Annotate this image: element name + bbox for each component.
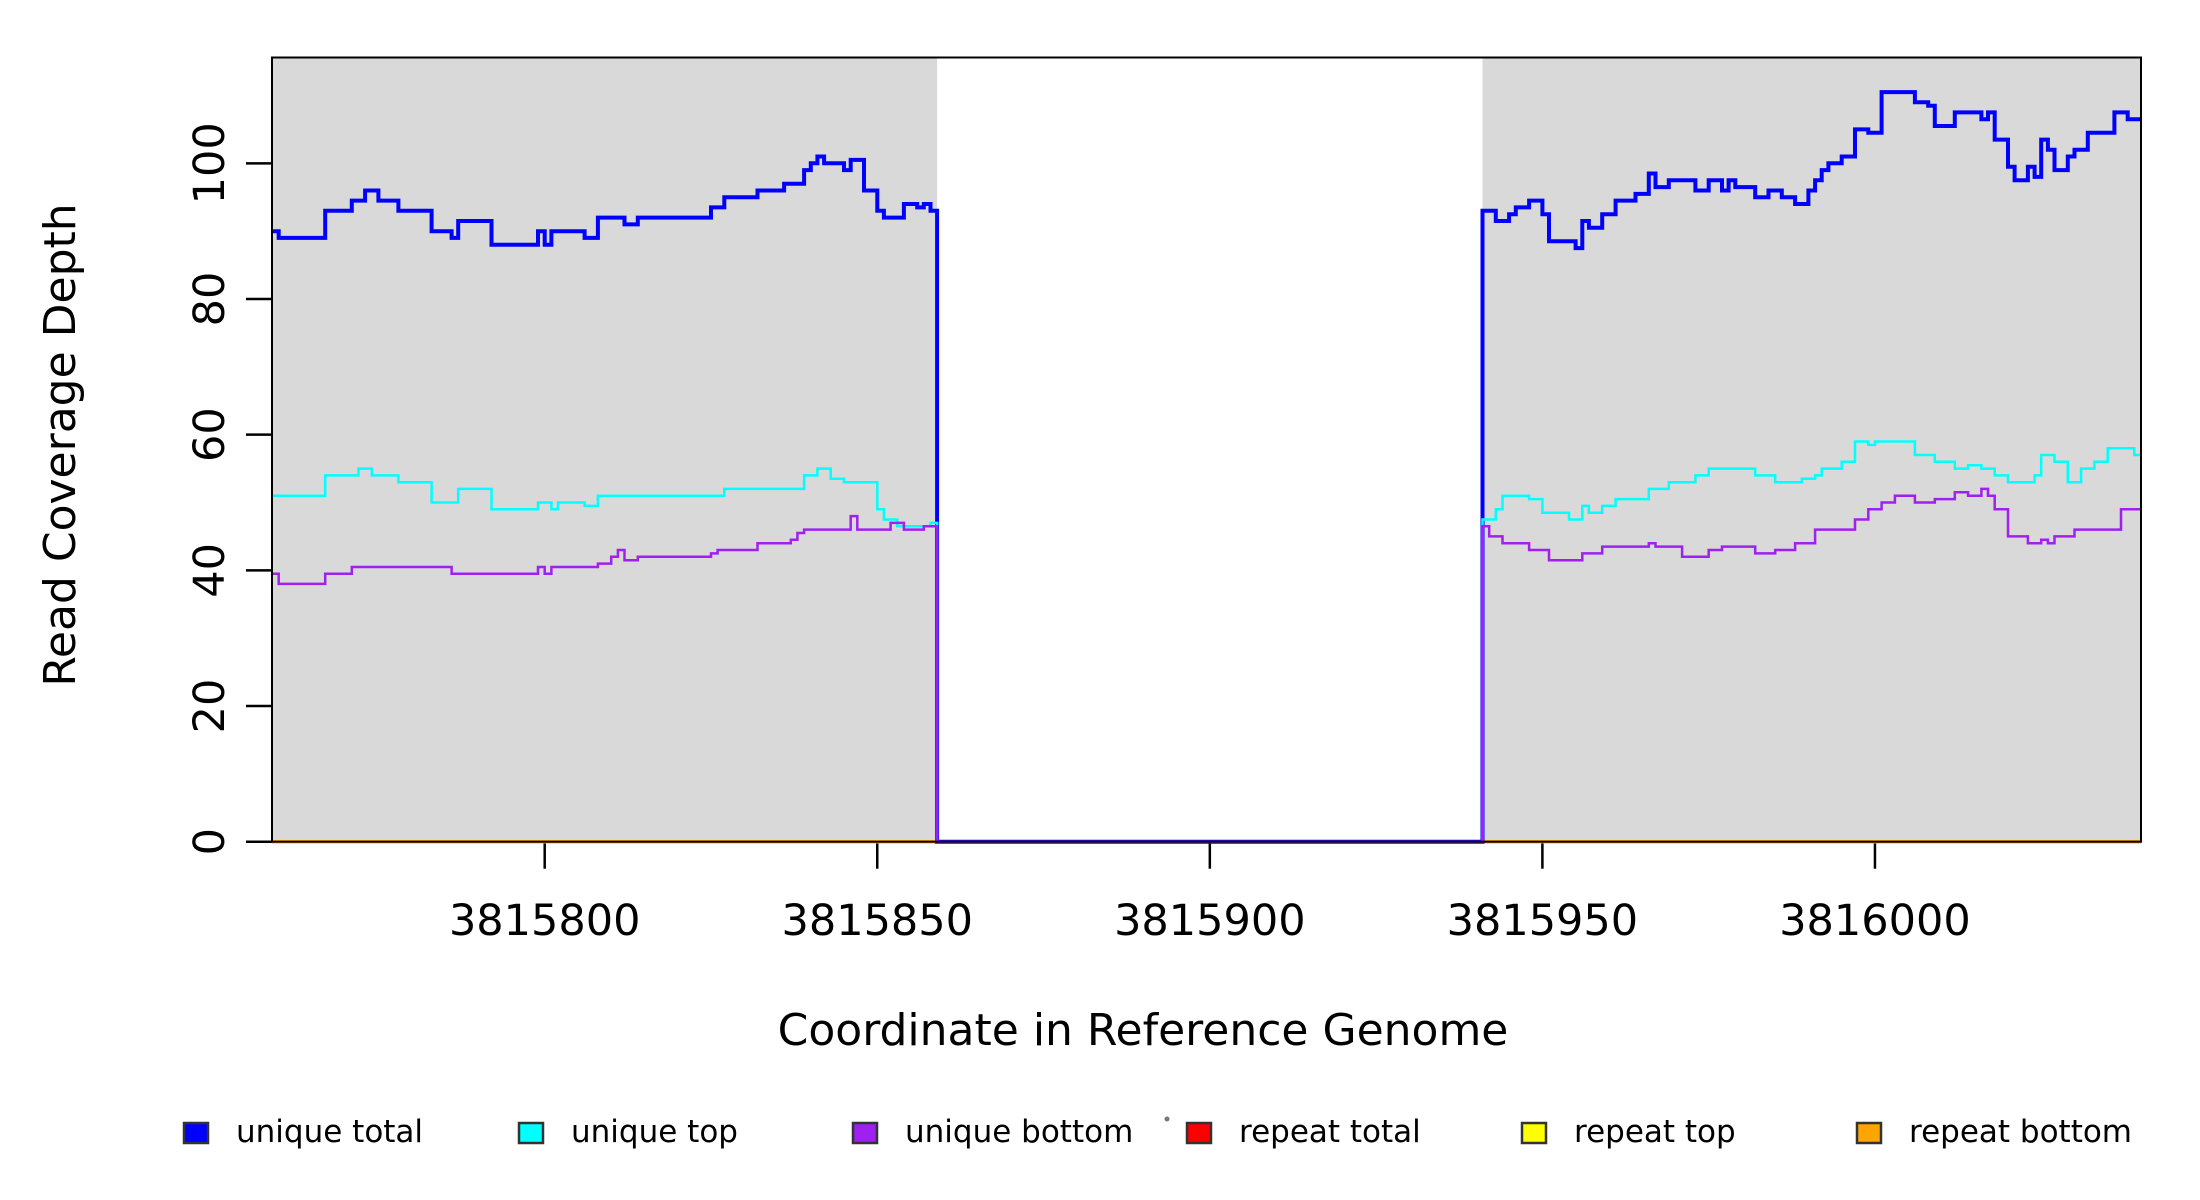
shaded-region <box>1482 57 2141 842</box>
legend-swatch-repeat-bottom <box>1855 1121 1883 1145</box>
series-unique-bottom <box>272 487 2141 843</box>
y-tick-label: 100 <box>185 122 235 204</box>
x-tick-label: 3816000 <box>1779 896 1971 946</box>
plot-border <box>271 56 2142 843</box>
legend-swatch-repeat-top <box>1520 1121 1548 1145</box>
x-tick-label: 3815800 <box>449 896 641 946</box>
legend-label-unique-total: unique total <box>236 1114 423 1150</box>
legend: unique total unique top unique bottom repea… <box>182 1114 2132 1150</box>
series-unique-total <box>272 90 2141 844</box>
y-axis-title: Read Coverage Depth <box>35 203 86 686</box>
series-unique-top <box>272 440 2141 843</box>
legend-label-unique-top: unique top <box>571 1114 738 1150</box>
shaded-regions <box>272 57 2141 842</box>
legend-label-repeat-bottom: repeat bottom <box>1909 1114 2132 1150</box>
y-tick-label: 40 <box>185 543 235 598</box>
legend-swatch-unique-top <box>517 1121 545 1145</box>
x-tick-label: 3815850 <box>782 896 974 946</box>
legend-swatch-unique-total <box>182 1121 210 1145</box>
x-tick-label: 3815900 <box>1114 896 1306 946</box>
legend-label-unique-bottom: unique bottom <box>905 1114 1133 1150</box>
axes: 3815800 3815850 3815900 3815950 3816000 0 20 40… <box>185 122 1971 946</box>
x-axis-title: Coordinate in Reference Genome <box>778 1005 1509 1056</box>
y-tick-label: 20 <box>185 679 235 734</box>
x-tick-label: 3815950 <box>1447 896 1639 946</box>
y-tick-label: 60 <box>185 407 235 462</box>
y-tick-label: 80 <box>185 272 235 327</box>
y-tick-label: 0 <box>185 828 235 855</box>
stray-dot <box>1164 1116 1170 1122</box>
legend-label-repeat-total: repeat total <box>1239 1114 1421 1150</box>
legend-label-repeat-top: repeat top <box>1574 1114 1736 1150</box>
shaded-region <box>272 57 938 842</box>
legend-swatch-unique-bottom <box>851 1121 879 1145</box>
legend-swatch-repeat-total <box>1185 1121 1213 1145</box>
